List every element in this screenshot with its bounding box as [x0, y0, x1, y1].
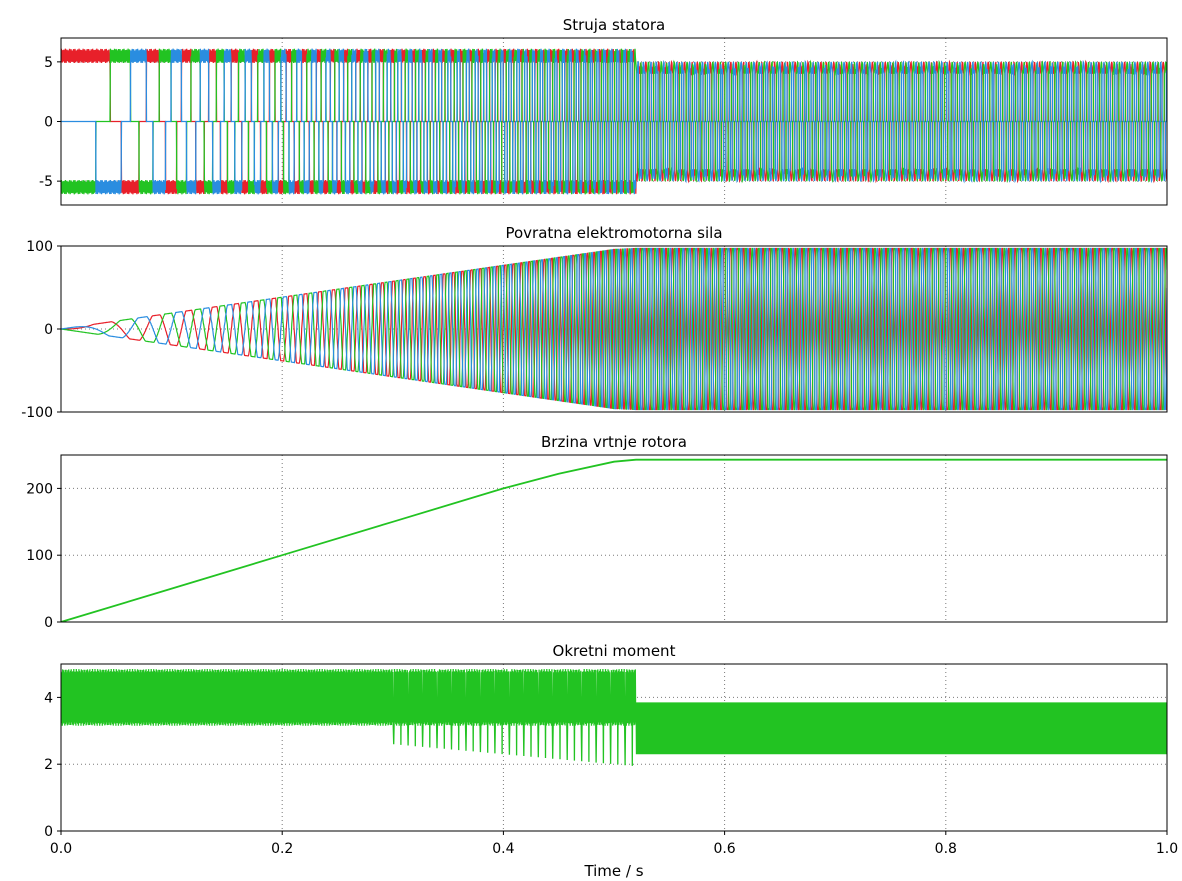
- shared-x-axis: 0.0 0.2 0.4 0.6 0.8 1.0: [50, 831, 1178, 857]
- y-tick-label: -100: [21, 405, 53, 421]
- back-emf-phase-1: [61, 247, 1167, 411]
- y-tick-label: 100: [26, 239, 53, 255]
- y-tick-label: 100: [26, 548, 53, 564]
- torque-line: [61, 668, 1167, 766]
- x-tick-label: 0.0: [50, 841, 72, 857]
- x-tick-label: 1.0: [1156, 841, 1178, 857]
- subplot-1: Struja statora 5 0 -5: [39, 16, 1168, 206]
- back-emf-phase-3: [61, 247, 1167, 411]
- subplot-title: Brzina vrtnje rotora: [541, 433, 687, 451]
- plot-area: [61, 247, 1167, 411]
- x-tick-label: 0.8: [935, 841, 957, 857]
- stator-current-phase-1: [61, 48, 1167, 195]
- subplot-frame: [60, 454, 1168, 623]
- subplot-4: Okretni moment 4 2 0: [44, 642, 1168, 840]
- x-tick-label: 0.6: [713, 841, 735, 857]
- subplot-title: Povratna elektromotorna sila: [505, 224, 722, 242]
- plot-area: [61, 458, 1167, 622]
- subplot-frame: [60, 245, 1168, 413]
- y-tick-label: 2: [44, 757, 53, 773]
- subplot-2: Povratna elektromotorna sila 100 0 -100: [21, 224, 1168, 421]
- grid-lines: [61, 455, 1167, 622]
- x-tick-label: 0.2: [271, 841, 293, 857]
- plot-area: [61, 48, 1167, 195]
- y-tick-label: 200: [26, 481, 53, 497]
- subplot-stack: Struja statora 5 0 -5 Povratna elektromotorn…: [21, 16, 1168, 840]
- y-tick-label: 5: [44, 55, 53, 71]
- y-tick-label: 0: [44, 824, 53, 840]
- subplot-frame: [60, 663, 1168, 832]
- y-tick-label: 0: [44, 615, 53, 631]
- stator-current-phase-3: [61, 48, 1167, 195]
- y-tick-label: 0: [44, 322, 53, 338]
- subplot-title: Okretni moment: [553, 642, 676, 660]
- x-axis-label: Time / s: [583, 862, 643, 880]
- y-tick-label: 0: [44, 115, 53, 131]
- y-tick-label: 4: [44, 690, 53, 706]
- subplot-title: Struja statora: [563, 16, 666, 34]
- rotor-speed-line: [61, 458, 1167, 622]
- y-tick-label: -5: [39, 174, 53, 190]
- x-tick-label: 0.4: [492, 841, 514, 857]
- subplot-frame: [60, 37, 1168, 206]
- plot-area: [61, 668, 1167, 766]
- subplot-3: Brzina vrtnje rotora 200 100 0: [26, 433, 1168, 631]
